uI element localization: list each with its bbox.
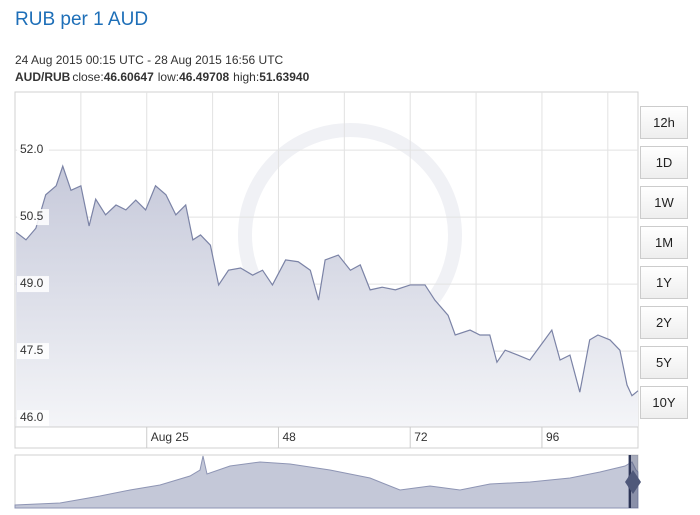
- stat-label: close:: [72, 70, 103, 84]
- stats: AUD/RUB close:46.60647 low:46.49708 high:51…: [15, 70, 310, 84]
- y-tick-label: 52.0: [20, 142, 44, 156]
- stat-value: 46.60647: [104, 70, 154, 84]
- plot: Aug 25 48 72 96 46.0 47.5 49.0 50.5 52.0: [14, 92, 639, 449]
- area: [16, 166, 639, 427]
- x-tick-label: Aug 25: [151, 430, 189, 444]
- navigator-grip[interactable]: [625, 470, 641, 494]
- x-tick-label: 72: [414, 430, 428, 444]
- y-tick-box: [17, 410, 49, 427]
- stat-value: 46.49708: [179, 70, 229, 84]
- range-button[interactable]: 1Y: [640, 266, 688, 299]
- y-tick-box: [17, 209, 49, 226]
- stat-label: high:: [233, 70, 259, 84]
- y-tick-label: 46.0: [20, 410, 44, 424]
- date-range: 24 Aug 2015 00:15 UTC - 28 Aug 2015 16:5…: [15, 53, 284, 67]
- y-tick-box: [17, 343, 49, 360]
- range-button[interactable]: 1M: [640, 226, 688, 259]
- x-tick-label: 48: [282, 430, 296, 444]
- pair: AUD/RUB: [15, 70, 71, 84]
- y-tick-box: [17, 276, 49, 293]
- y-tick-label: 50.5: [20, 209, 44, 223]
- x-tick-label: 96: [546, 430, 560, 444]
- range-button[interactable]: 10Y: [640, 386, 688, 419]
- y-tick-box: [17, 142, 49, 159]
- stat-label: low:: [158, 70, 179, 84]
- range-button[interactable]: 12h: [640, 106, 688, 139]
- title: RUB per 1 AUD: [15, 9, 148, 30]
- range-button[interactable]: 5Y: [640, 346, 688, 379]
- range-button[interactable]: 1D: [640, 146, 688, 179]
- x-axis-band: [14, 426, 639, 449]
- stat-value: 51.63940: [259, 70, 309, 84]
- y-tick-label: 47.5: [20, 343, 44, 357]
- line: [15, 164, 639, 397]
- y-tick-label: 49.0: [20, 276, 44, 290]
- range-button[interactable]: 2Y: [640, 306, 688, 339]
- range-button[interactable]: 1W: [640, 186, 688, 219]
